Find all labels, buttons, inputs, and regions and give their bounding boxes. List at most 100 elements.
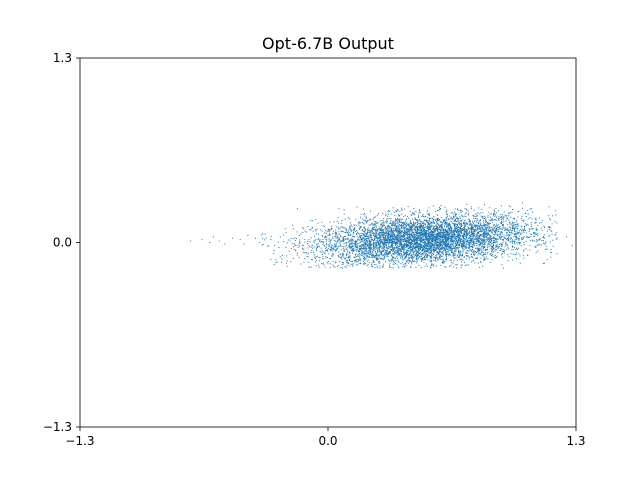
- data-point: [417, 234, 419, 236]
- data-point: [374, 237, 376, 239]
- data-point: [425, 252, 427, 254]
- data-point: [357, 254, 359, 256]
- data-point: [480, 224, 482, 226]
- data-point: [313, 246, 315, 248]
- data-point: [278, 247, 280, 249]
- data-point: [449, 244, 451, 246]
- data-point: [435, 224, 437, 226]
- data-point: [548, 206, 550, 208]
- data-point: [398, 267, 400, 269]
- data-point: [315, 230, 317, 232]
- data-point: [378, 244, 380, 246]
- data-point: [493, 241, 495, 243]
- data-point: [415, 266, 417, 268]
- data-point: [466, 228, 468, 230]
- data-point: [523, 257, 525, 259]
- data-point: [363, 226, 365, 228]
- data-point: [332, 238, 334, 240]
- data-point: [444, 240, 446, 242]
- data-point: [434, 246, 436, 248]
- data-point: [483, 234, 485, 236]
- data-point: [394, 247, 396, 249]
- data-point: [499, 244, 501, 246]
- data-point: [331, 256, 333, 258]
- data-point: [494, 232, 496, 234]
- data-point: [444, 237, 446, 239]
- data-point: [358, 242, 360, 244]
- data-point: [446, 239, 448, 241]
- data-point: [480, 252, 482, 254]
- data-point: [489, 261, 491, 263]
- data-point: [329, 258, 331, 260]
- data-point: [426, 229, 428, 231]
- data-point: [382, 238, 384, 240]
- data-point: [471, 240, 473, 242]
- data-point: [398, 231, 400, 233]
- data-point: [353, 249, 355, 251]
- data-point: [491, 230, 493, 232]
- data-point: [541, 220, 543, 222]
- data-point: [404, 228, 406, 230]
- data-point: [409, 228, 411, 230]
- data-point: [387, 242, 389, 244]
- data-point: [377, 234, 379, 236]
- data-point: [443, 260, 445, 262]
- data-point: [387, 238, 389, 240]
- data-point: [480, 257, 482, 259]
- data-point: [349, 234, 351, 236]
- data-point: [466, 230, 468, 232]
- data-point: [437, 219, 439, 221]
- data-point: [320, 252, 322, 254]
- data-point: [415, 240, 417, 242]
- data-point: [427, 245, 429, 247]
- data-point: [328, 237, 330, 239]
- data-point: [428, 242, 430, 244]
- data-point: [507, 237, 509, 239]
- data-point: [495, 228, 497, 230]
- data-point: [363, 243, 365, 245]
- data-point: [476, 248, 478, 250]
- data-point: [384, 235, 386, 237]
- data-point: [463, 239, 465, 241]
- data-point: [349, 225, 351, 227]
- data-point: [516, 226, 518, 228]
- data-point: [422, 230, 424, 232]
- data-point: [419, 237, 421, 239]
- data-point: [421, 248, 423, 250]
- data-point: [311, 250, 313, 252]
- data-point: [450, 229, 452, 231]
- data-point: [506, 239, 508, 241]
- data-point: [477, 240, 479, 242]
- data-point: [464, 235, 466, 237]
- data-point: [421, 226, 423, 228]
- data-point: [430, 254, 432, 256]
- data-point: [444, 223, 446, 225]
- data-point: [270, 236, 272, 238]
- data-point: [334, 246, 336, 248]
- data-point: [339, 257, 341, 259]
- data-point: [482, 252, 484, 254]
- data-point: [492, 250, 494, 252]
- data-point: [490, 220, 492, 222]
- data-point: [468, 227, 470, 229]
- data-point: [386, 219, 388, 221]
- data-point: [388, 241, 390, 243]
- data-point: [439, 208, 441, 210]
- data-point: [383, 223, 385, 225]
- data-point: [430, 236, 432, 238]
- data-point: [488, 240, 490, 242]
- data-point: [445, 212, 447, 214]
- data-point: [437, 223, 439, 225]
- data-point: [469, 220, 471, 222]
- data-point: [362, 222, 364, 224]
- data-point: [491, 250, 493, 252]
- data-point: [488, 227, 490, 229]
- data-point: [449, 233, 451, 235]
- data-point: [480, 262, 482, 264]
- data-point: [430, 265, 432, 267]
- data-point: [345, 229, 347, 231]
- data-point: [301, 244, 303, 246]
- data-point: [474, 231, 476, 233]
- data-point: [420, 247, 422, 249]
- data-point: [366, 255, 368, 257]
